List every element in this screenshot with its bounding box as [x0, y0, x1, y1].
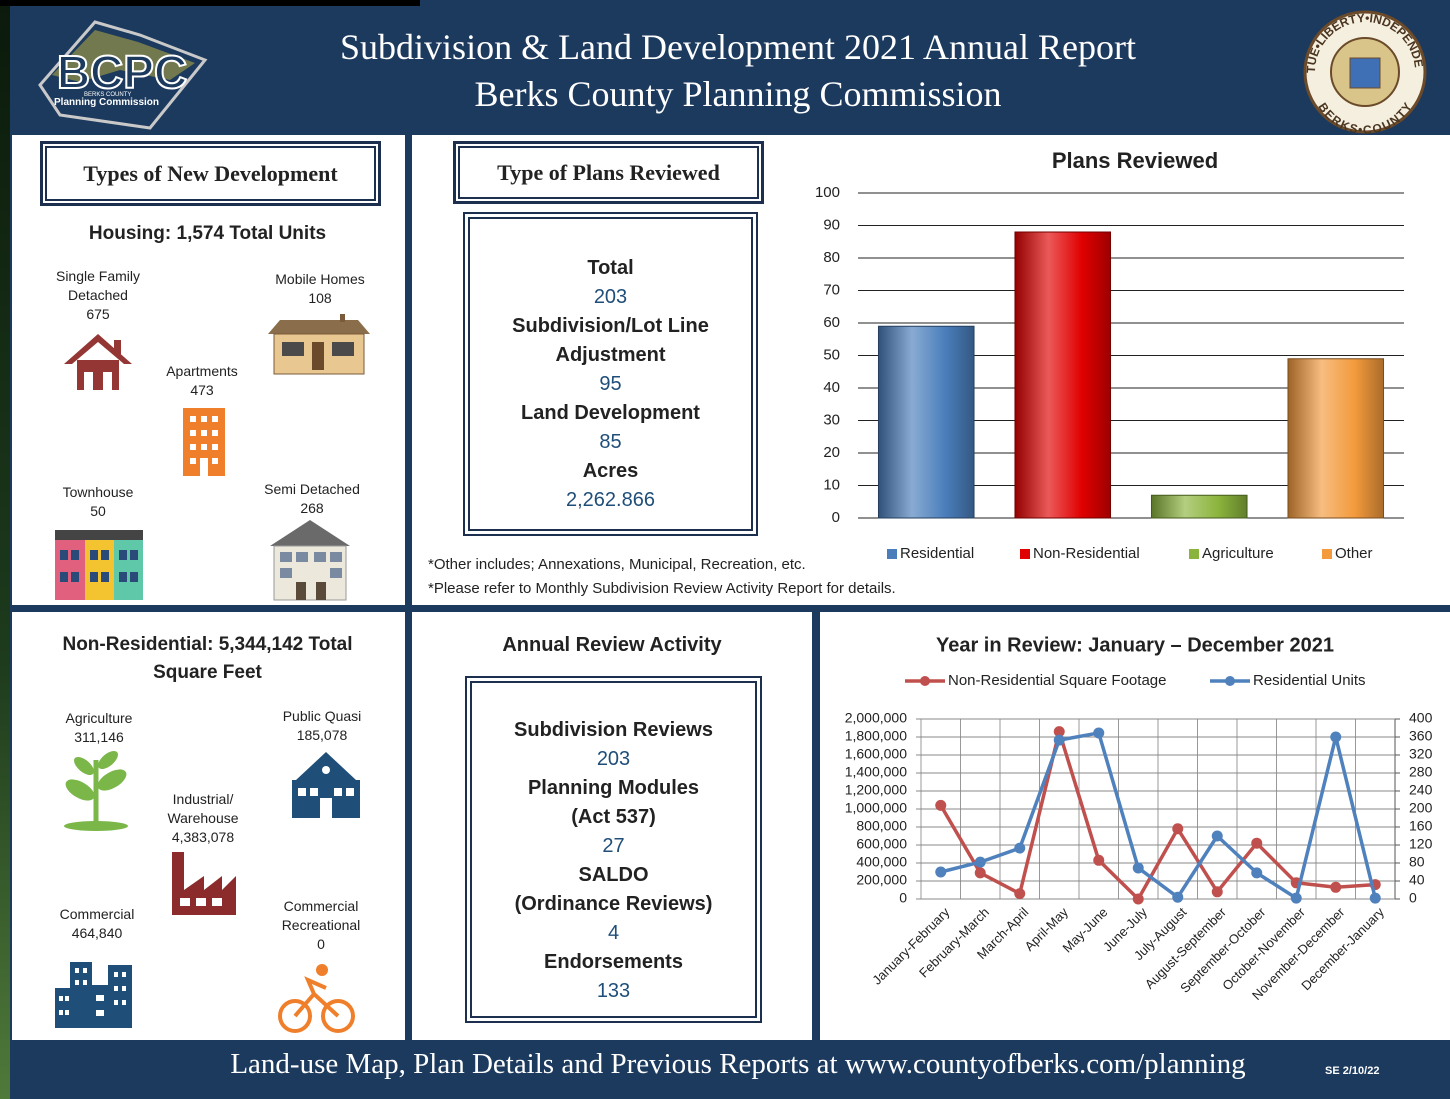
legend-swatch	[1020, 549, 1030, 559]
legend-label: Other	[1335, 545, 1373, 562]
y-tick-label: 1,600,000	[845, 746, 907, 762]
legend-label: Non-Residential Square Footage	[948, 672, 1166, 689]
series-point	[1291, 893, 1302, 904]
y-tick-label: 400,000	[856, 854, 907, 870]
y2-tick-label: 160	[1409, 818, 1433, 834]
y-tick-label: 70	[823, 281, 840, 298]
y-tick-label: 1,800,000	[845, 728, 907, 744]
y2-tick-label: 0	[1409, 890, 1417, 906]
y2-tick-label: 320	[1409, 746, 1433, 762]
series-point	[1212, 831, 1223, 842]
y-tick-label: 1,000,000	[845, 800, 907, 816]
y-tick-label: 40	[823, 379, 840, 396]
charts: Plans Reviewed 0 10 20 30 40 50 60 70 80 90 100 Resi…	[0, 0, 1450, 1099]
legend-swatch	[887, 549, 897, 559]
y2-tick-label: 360	[1409, 728, 1433, 744]
series-point	[1054, 735, 1065, 746]
bar	[878, 326, 974, 518]
series-point	[1251, 838, 1262, 849]
series-point	[1093, 855, 1104, 866]
series-point	[1330, 882, 1341, 893]
y-tick-label: 800,000	[856, 818, 907, 834]
y-tick-label: 200,000	[856, 872, 907, 888]
bar	[1015, 232, 1111, 518]
y2-tick-label: 280	[1409, 764, 1433, 780]
y2-tick-label: 120	[1409, 836, 1433, 852]
y-tick-label: 30	[823, 411, 840, 428]
y-tick-label: 80	[823, 249, 840, 266]
legend-label: Agriculture	[1202, 545, 1274, 562]
series-point	[1172, 823, 1183, 834]
legend-marker	[920, 676, 930, 686]
legend-swatch	[1189, 549, 1199, 559]
series-point	[1330, 732, 1341, 743]
y-tick-label: 20	[823, 444, 840, 461]
y-tick-label: 1,400,000	[845, 764, 907, 780]
legend-swatch	[1322, 549, 1332, 559]
y-tick-label: 1,200,000	[845, 782, 907, 798]
bar	[1288, 359, 1384, 518]
y-tick-label: 60	[823, 314, 840, 331]
series-point	[1133, 862, 1144, 873]
series-point	[1014, 843, 1025, 854]
y2-tick-label: 200	[1409, 800, 1433, 816]
series-point	[975, 867, 986, 878]
legend-label: Non-Residential	[1033, 545, 1140, 562]
page: { "header": {"title_line1": "Subdivision…	[0, 0, 1450, 1099]
y2-tick-label: 80	[1409, 854, 1425, 870]
y-tick-label: 0	[899, 890, 907, 906]
legend-marker	[1225, 676, 1235, 686]
legend-label: Residential	[900, 545, 974, 562]
series-point	[935, 867, 946, 878]
y-tick-label: 90	[823, 216, 840, 233]
y2-tick-label: 40	[1409, 872, 1425, 888]
series-point	[1370, 893, 1381, 904]
series-point	[1212, 886, 1223, 897]
chart-title: Year in Review: January – December 2021	[936, 634, 1334, 656]
bar	[1151, 495, 1247, 518]
y2-tick-label: 240	[1409, 782, 1433, 798]
series-point	[1093, 727, 1104, 738]
y-tick-label: 0	[832, 509, 840, 526]
y-tick-label: 100	[815, 184, 840, 201]
legend-label: Residential Units	[1253, 672, 1366, 689]
series-point	[1133, 894, 1144, 905]
series-point	[975, 857, 986, 868]
chart-title: Plans Reviewed	[1052, 148, 1218, 173]
series-point	[935, 800, 946, 811]
y2-tick-label: 400	[1409, 710, 1433, 726]
y-tick-label: 50	[823, 346, 840, 363]
x-tick-label: February-March	[916, 904, 992, 980]
series-point	[1014, 888, 1025, 899]
y-tick-label: 10	[823, 476, 840, 493]
series-point	[1251, 867, 1262, 878]
y-tick-label: 2,000,000	[845, 710, 907, 726]
y-tick-label: 600,000	[856, 836, 907, 852]
series-point	[1172, 892, 1183, 903]
